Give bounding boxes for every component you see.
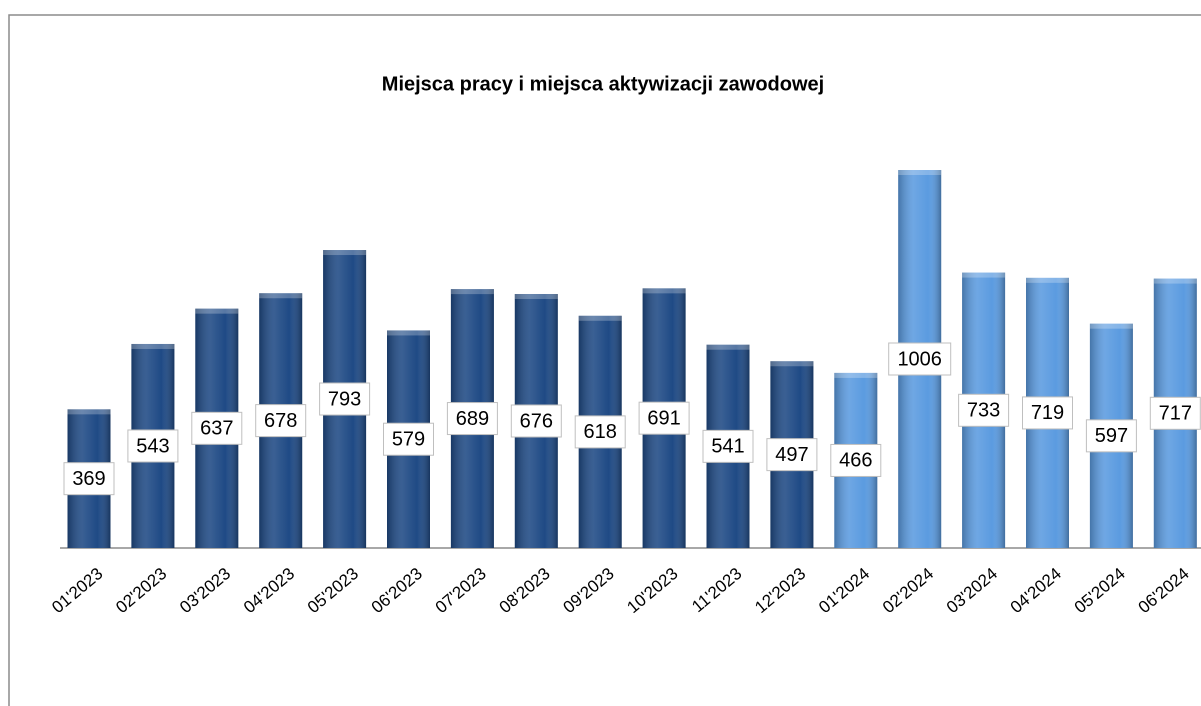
data-label: 691 bbox=[647, 407, 680, 429]
bar-top bbox=[706, 344, 750, 350]
x-tick-label: 04'2024 bbox=[1007, 564, 1065, 617]
data-label-box bbox=[319, 382, 371, 416]
bar-top bbox=[514, 293, 558, 299]
x-tick-label: 09'2023 bbox=[559, 564, 617, 617]
data-label-box bbox=[702, 429, 754, 463]
data-label: 678 bbox=[264, 410, 297, 432]
chart-title: Miejsca pracy i miejsca aktywizacji zawo… bbox=[382, 73, 824, 95]
x-tick-label: 05'2024 bbox=[1071, 564, 1129, 617]
x-tick-label: 03'2024 bbox=[943, 564, 1001, 617]
data-label: 543 bbox=[136, 435, 169, 457]
data-label: 717 bbox=[1159, 403, 1192, 425]
data-label-box bbox=[638, 401, 690, 435]
bar-top bbox=[642, 288, 686, 294]
x-tick-label: 02'2023 bbox=[112, 564, 170, 617]
chart-frame bbox=[8, 14, 1201, 706]
bar-top bbox=[323, 250, 367, 256]
bar-top bbox=[962, 272, 1006, 278]
x-tick-label: 02'2024 bbox=[879, 564, 937, 617]
x-tick-label: 06'2023 bbox=[368, 564, 426, 617]
data-label: 466 bbox=[839, 450, 872, 472]
data-label-box bbox=[1085, 419, 1137, 453]
data-label-box bbox=[1022, 396, 1073, 430]
x-tick-label: 04'2023 bbox=[240, 564, 298, 617]
data-label: 793 bbox=[328, 388, 361, 410]
data-label-box bbox=[830, 443, 882, 477]
x-tick-label: 07'2023 bbox=[432, 564, 490, 617]
data-label: 497 bbox=[775, 444, 808, 466]
bar-top bbox=[898, 170, 942, 175]
data-label: 579 bbox=[392, 429, 425, 451]
x-tick-label: 06'2024 bbox=[1135, 564, 1193, 617]
data-label: 1006 bbox=[897, 348, 942, 370]
x-tick-label: 01'2023 bbox=[48, 564, 106, 617]
data-label: 637 bbox=[200, 418, 233, 440]
data-label: 597 bbox=[1095, 425, 1128, 447]
data-label-box bbox=[574, 415, 626, 449]
data-label-box bbox=[958, 393, 1010, 427]
bar-top bbox=[578, 315, 622, 321]
data-label-box bbox=[383, 422, 434, 456]
data-label: 541 bbox=[711, 436, 744, 458]
x-tick-label: 03'2023 bbox=[176, 564, 234, 617]
bar-top bbox=[450, 289, 494, 295]
data-label-box bbox=[63, 462, 115, 496]
bar-top bbox=[1026, 277, 1069, 283]
x-tick-label: 12'2023 bbox=[751, 564, 809, 617]
data-label: 676 bbox=[520, 410, 553, 432]
x-tick-label: 05'2023 bbox=[304, 564, 362, 617]
data-label-box bbox=[127, 429, 179, 463]
bar-top bbox=[1153, 278, 1197, 284]
data-label-box bbox=[446, 402, 498, 436]
data-label-box bbox=[191, 411, 243, 445]
data-label: 733 bbox=[967, 400, 1000, 422]
x-tick-label: 10'2023 bbox=[623, 564, 681, 617]
x-tick-label: 08'2023 bbox=[496, 564, 554, 617]
bar-top bbox=[1089, 323, 1133, 329]
data-label: 369 bbox=[72, 468, 105, 490]
bar-top bbox=[770, 361, 814, 367]
bar-top bbox=[67, 409, 111, 415]
data-label-box bbox=[888, 342, 952, 376]
data-label: 689 bbox=[456, 408, 489, 430]
bar-top bbox=[834, 372, 878, 378]
x-tick-label: 11'2023 bbox=[688, 564, 745, 616]
bar-top bbox=[131, 343, 175, 349]
data-label-box bbox=[766, 438, 818, 472]
bar-top bbox=[387, 330, 430, 336]
data-label-box bbox=[1149, 396, 1201, 430]
data-label-box bbox=[510, 404, 562, 438]
bar-top bbox=[195, 308, 239, 314]
data-label-box bbox=[255, 404, 307, 438]
bar-top bbox=[259, 293, 303, 299]
data-label: 618 bbox=[584, 421, 617, 443]
x-tick-label: 01'2024 bbox=[815, 564, 873, 617]
data-label: 719 bbox=[1031, 402, 1064, 424]
